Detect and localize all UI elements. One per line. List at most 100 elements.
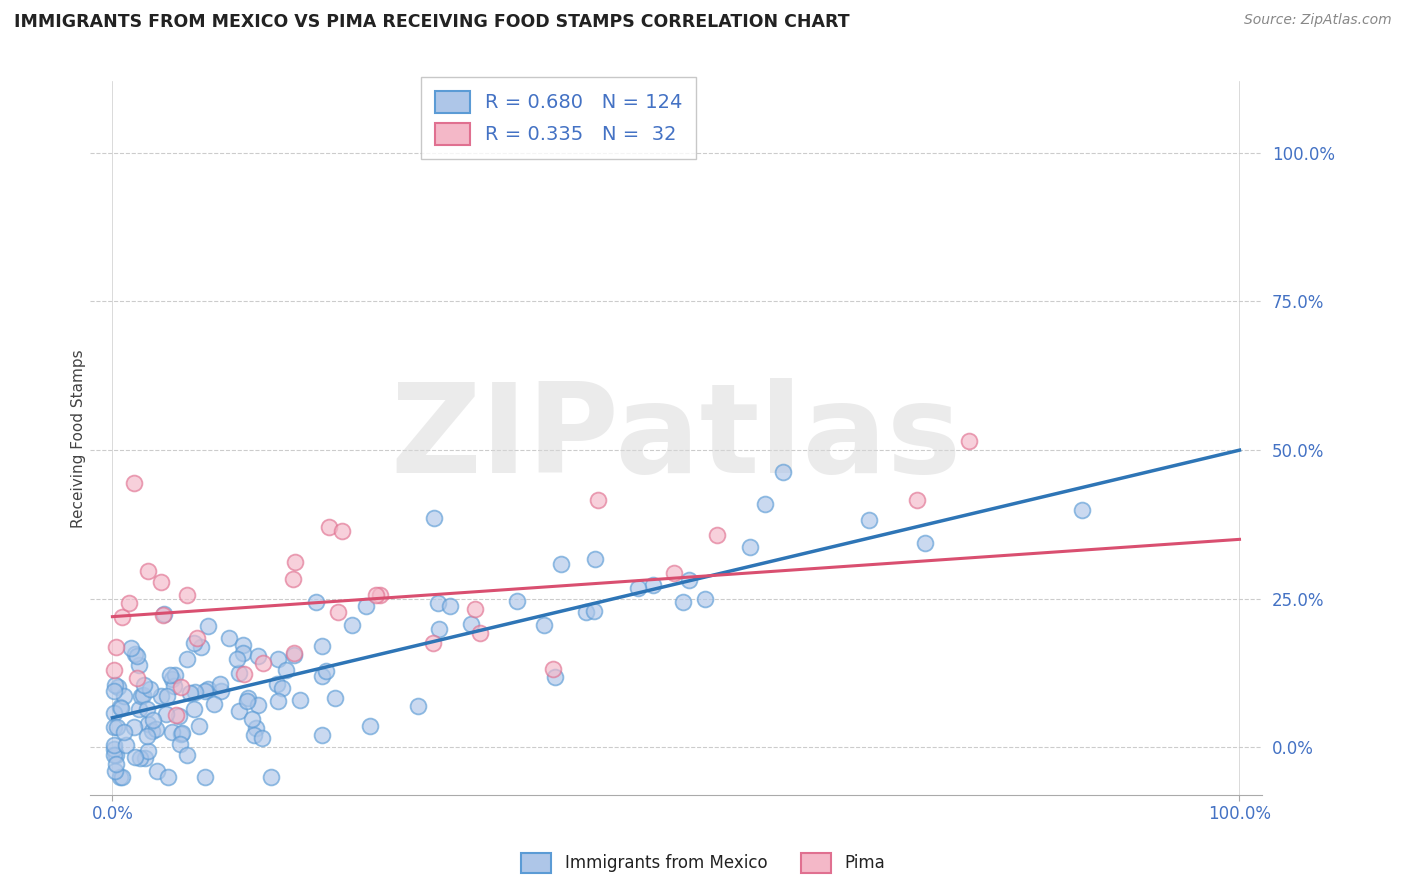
Point [232,646,254,660]
Point [104,764,127,778]
Point [252,656,274,670]
Point [672,595,695,609]
Point [128,657,150,672]
Point [149,574,172,589]
Point [311,728,333,742]
Point [408,698,430,713]
Point [120,640,142,655]
Point [155,706,177,721]
Point [209,683,232,698]
Point [232,638,254,652]
Point [226,652,249,666]
Text: Source: ZipAtlas.com: Source: ZipAtlas.com [1244,13,1392,28]
Point [165,708,187,723]
Point [155,689,177,703]
Point [134,678,156,692]
Point [136,717,159,731]
Point [103,739,125,753]
Point [326,605,349,619]
Point [135,729,157,743]
Point [208,677,231,691]
Point [103,663,125,677]
Point [159,668,181,682]
Point [464,602,486,616]
Point [858,513,880,527]
Point [172,726,194,740]
Point [914,535,936,549]
Point [128,702,150,716]
Point [103,747,125,762]
Point [246,649,269,664]
Point [957,434,980,448]
Point [236,693,259,707]
Point [276,663,298,677]
Point [283,648,305,663]
Point [136,564,159,578]
Point [270,681,292,695]
Y-axis label: Receiving Food Stamps: Receiving Food Stamps [72,349,86,527]
Point [122,720,145,734]
Point [243,728,266,742]
Point [427,622,450,636]
Point [127,671,149,685]
Point [156,770,179,784]
Point [267,694,290,708]
Point [583,552,606,566]
Point [176,589,198,603]
Point [772,465,794,479]
Point [550,557,572,571]
Point [124,750,146,764]
Point [311,668,333,682]
Point [152,608,174,623]
Point [284,555,307,569]
Point [142,713,165,727]
Point [103,720,125,734]
Point [176,747,198,762]
Legend: R = 0.680   N = 124, R = 0.335   N =  32: R = 0.680 N = 124, R = 0.335 N = 32 [422,77,696,159]
Point [260,770,283,784]
Point [184,685,207,699]
Point [738,540,761,554]
Point [104,678,127,692]
Point [267,652,290,666]
Point [118,596,141,610]
Point [108,770,131,784]
Point [197,619,219,633]
Point [366,588,388,602]
Point [575,605,598,619]
Point [110,701,132,715]
Point [128,751,150,765]
Point [290,692,312,706]
Point [176,652,198,666]
Point [544,670,567,684]
Point [422,511,444,525]
Point [153,607,176,622]
Point [131,688,153,702]
Point [368,588,391,602]
Point [754,498,776,512]
Point [183,636,205,650]
Point [111,610,134,624]
Point [541,663,564,677]
Point [163,667,186,681]
Point [583,603,606,617]
Point [107,680,129,694]
Point [134,751,156,765]
Point [186,631,208,645]
Point [136,744,159,758]
Point [139,682,162,697]
Point [678,573,700,587]
Point [197,682,219,697]
Legend: Immigrants from Mexico, Pima: Immigrants from Mexico, Pima [515,847,891,880]
Point [179,685,201,699]
Point [588,493,610,508]
Point [342,618,364,632]
Point [104,747,127,762]
Point [643,578,665,592]
Point [627,581,650,595]
Point [311,639,333,653]
Point [122,476,145,491]
Point [662,566,685,580]
Point [163,679,186,693]
Point [232,666,254,681]
